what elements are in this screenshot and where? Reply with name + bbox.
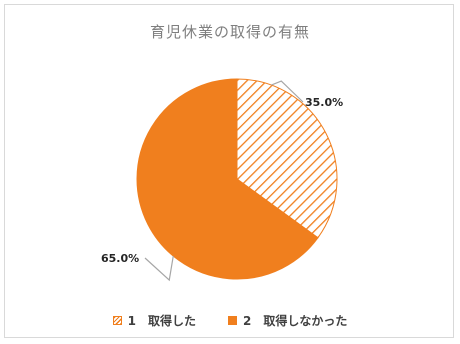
pie-slice-not-acquired	[136, 78, 319, 280]
leader-line-acquired	[271, 80, 304, 103]
legend-item-acquired: 1 取得した	[112, 312, 196, 329]
legend: 1 取得した 2 取得しなかった	[5, 312, 455, 329]
pie-slice-acquired	[236, 78, 338, 239]
legend-swatch-hatched	[112, 316, 122, 325]
chart-container: 育児休業の取得の有無 35.0% 65.0% 1 取得した 2 取得しなかった	[4, 4, 454, 338]
data-label-acquired: 35.0%	[305, 96, 343, 109]
chart-title: 育児休業の取得の有無	[149, 23, 310, 41]
leader-line-not-acquired	[144, 255, 174, 282]
legend-swatch-solid	[228, 316, 237, 325]
legend-item-not-acquired: 2 取得しなかった	[228, 312, 347, 329]
legend-label-not-acquired: 2 取得しなかった	[243, 314, 348, 328]
data-label-not-acquired: 65.0%	[101, 252, 139, 265]
legend-label-acquired: 1 取得した	[127, 314, 196, 328]
pie-chart: 35.0% 65.0%	[101, 78, 343, 282]
